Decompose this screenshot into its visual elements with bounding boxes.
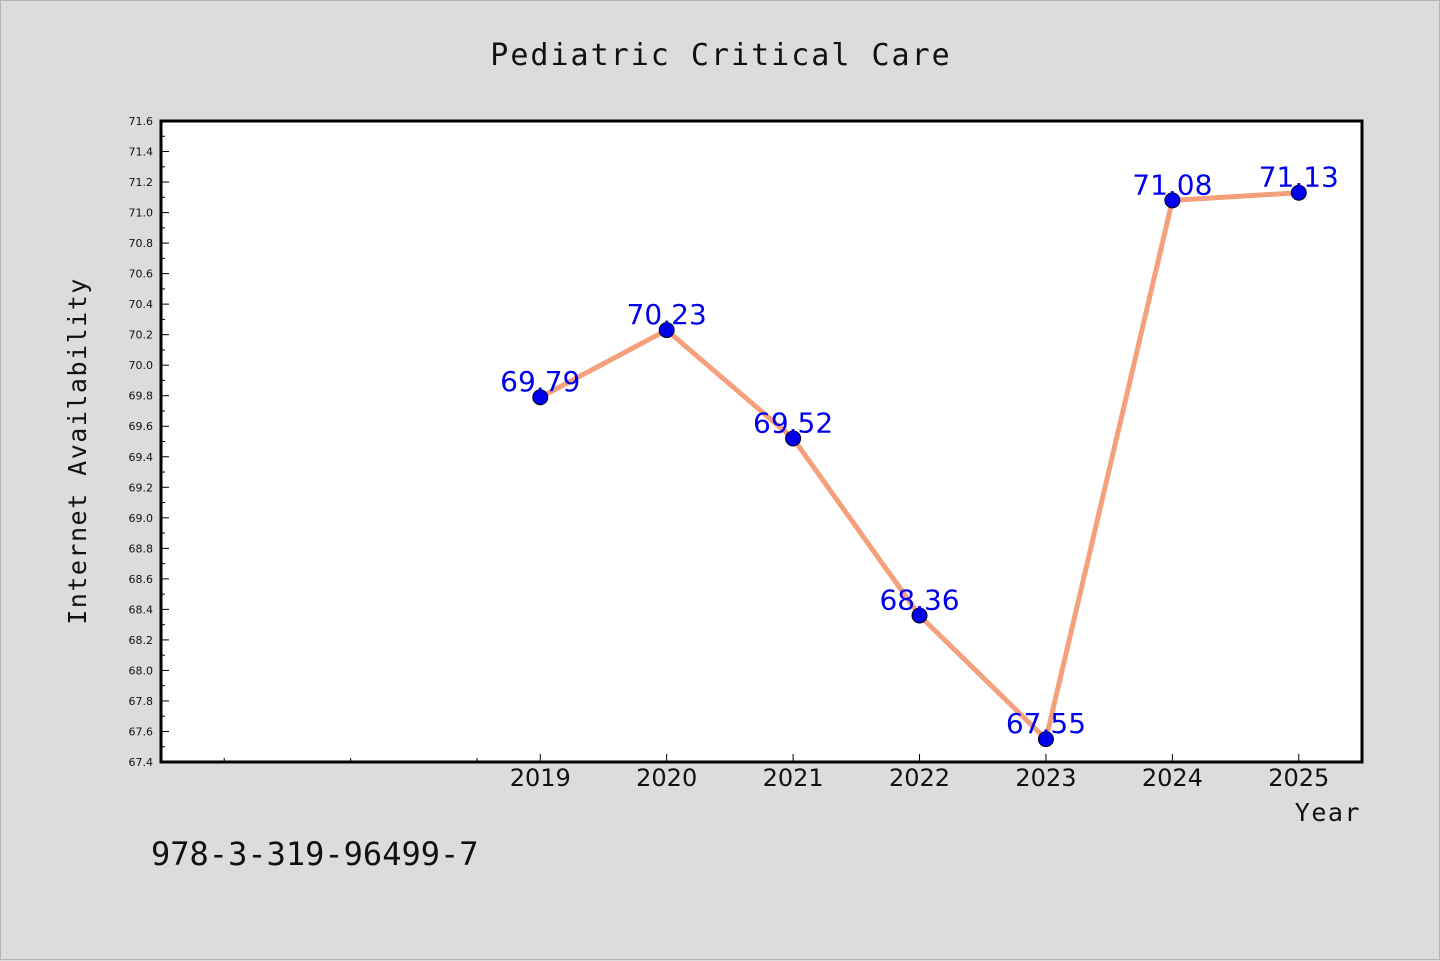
data-label: 71.13 [1259,161,1339,194]
x-tick-label: 2019 [510,764,571,792]
footnote-isbn: 978-3-319-96499-7 [151,835,479,873]
y-tick-label: 71.2 [129,176,154,189]
data-label: 69.52 [753,406,833,439]
y-tick-label: 70.2 [129,329,154,342]
data-point [911,607,928,624]
y-tick-label: 68.6 [129,573,154,586]
y-axis: 67.4 67.6 67.8 68.0 68.2 68.4 68.6 68.8 69.0 69.2… [129,115,169,769]
x-tick-label: 2023 [1015,764,1076,792]
y-tick-label: 67.4 [129,756,154,769]
y-tick-label: 67.6 [129,725,154,738]
y-tick-label: 69.0 [129,512,154,525]
x-tick-label: 2025 [1268,764,1329,792]
series-group: 69.79 70.23 69.52 68.36 67.55 71.08 71.13 [500,161,1339,748]
y-tick-label: 68.2 [129,634,154,647]
chart-title: Pediatric Critical Care [490,38,951,73]
data-label: 69.79 [500,365,580,398]
data-point [1164,192,1181,209]
x-tick-label: 2022 [889,764,950,792]
data-point [785,430,802,447]
y-tick-label: 71.4 [129,146,154,159]
y-tick-label: 71.0 [129,207,154,220]
y-tick-label: 70.6 [129,268,154,281]
y-tick-label: 70.0 [129,359,154,372]
y-tick-label: 68.8 [129,542,154,555]
y-tick-label: 69.8 [129,390,154,403]
x-tick-label: 2020 [636,764,697,792]
data-point [658,322,675,339]
x-tick-label: 2024 [1142,764,1203,792]
y-tick-label: 69.2 [129,481,154,494]
y-tick-label: 71.6 [129,115,154,128]
y-tick-label: 70.8 [129,237,154,250]
y-tick-label: 69.4 [129,451,154,464]
y-tick-label: 69.6 [129,420,154,433]
y-axis-label: Internet Availability [63,277,92,625]
data-point [1290,184,1307,201]
data-label: 71.08 [1132,168,1212,201]
y-tick-label: 67.8 [129,695,154,708]
x-tick-label: 2021 [763,764,824,792]
data-label: 70.23 [627,298,707,331]
y-tick-label: 68.4 [129,603,154,616]
y-tick-label: 70.4 [129,298,154,311]
plot-area [159,119,1364,764]
data-point [1037,731,1054,748]
data-label: 68.36 [879,583,959,616]
x-axis-label: Year [1295,798,1361,827]
data-label: 67.55 [1006,707,1086,740]
y-tick-label: 68.0 [129,664,154,677]
x-axis: 2019 2020 2021 2022 2023 2024 2025 [223,754,1329,792]
data-point [532,389,549,406]
